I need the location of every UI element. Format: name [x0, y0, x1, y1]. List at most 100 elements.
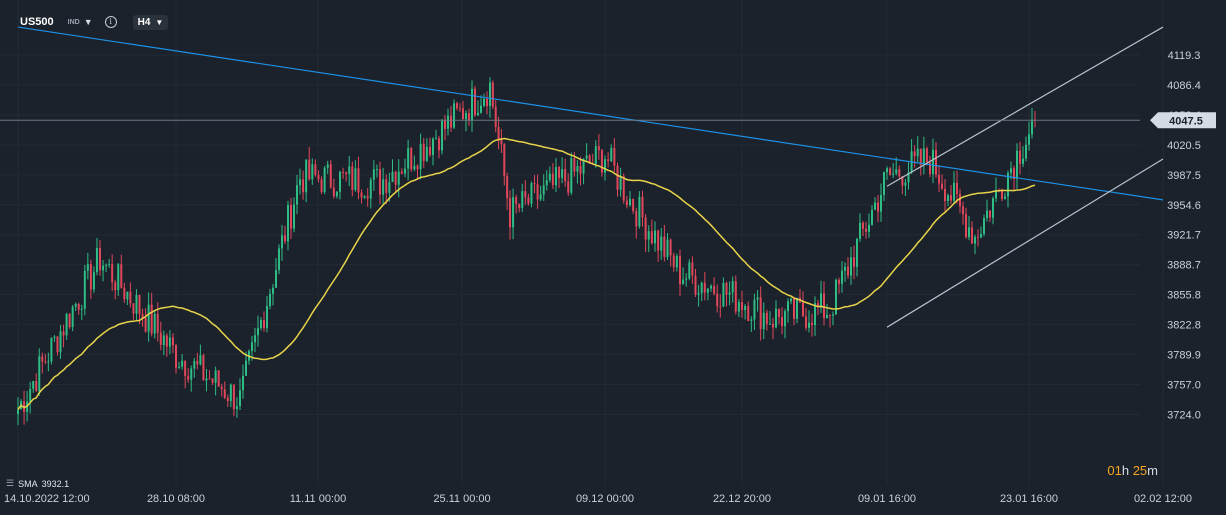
candle-body	[1031, 119, 1033, 135]
candle-body	[450, 115, 452, 128]
candles-layer	[17, 77, 1036, 426]
candle-body	[922, 148, 925, 165]
candle-body	[138, 294, 141, 315]
candle-body	[576, 166, 579, 172]
candle-body	[965, 214, 967, 238]
candle-body	[796, 297, 798, 319]
candle-body	[159, 332, 162, 346]
candle-body	[453, 103, 455, 128]
timeframe-selector[interactable]: H4 ▼	[132, 14, 169, 30]
candle-body	[269, 293, 271, 307]
candle-body	[117, 264, 120, 291]
candle-body	[126, 291, 129, 300]
candle-body	[441, 120, 443, 151]
drawings-layer[interactable]	[0, 26, 1164, 328]
candle-body	[889, 168, 892, 175]
candle-body	[503, 144, 506, 177]
candle-body	[491, 82, 494, 107]
candle-body	[105, 264, 108, 266]
candle-body	[388, 182, 391, 193]
candle-body	[594, 146, 597, 165]
time-axis[interactable]: 14.10.2022 12:00 28.10 08:00 11.11 00:00 25…	[4, 493, 1192, 505]
price-tick-label: 3888.7	[1167, 260, 1201, 272]
candle-body	[619, 176, 622, 190]
time-tick-label: 09.12 00:00	[576, 493, 634, 505]
candle-body	[877, 202, 879, 212]
candle-body	[229, 384, 232, 401]
candle-body	[938, 174, 940, 184]
candle-body	[784, 311, 786, 327]
candle-body	[102, 265, 105, 271]
candle-body	[468, 113, 470, 121]
candle-body	[663, 236, 666, 257]
candle-body	[986, 210, 988, 219]
countdown-h: h	[1121, 463, 1130, 478]
candle-body	[272, 287, 274, 294]
candle-body	[980, 234, 982, 238]
candle-body	[144, 317, 147, 332]
candle-body	[995, 189, 997, 199]
candle-body	[913, 151, 916, 157]
candle-body	[644, 217, 647, 240]
candle-body	[886, 168, 888, 173]
candle-body	[817, 303, 819, 308]
candle-body	[616, 165, 619, 190]
time-tick-label: 11.11 00:00	[290, 493, 346, 505]
trendline[interactable]	[17, 26, 1164, 201]
candle-body	[632, 198, 635, 212]
candle-body	[1028, 134, 1030, 145]
candle-body	[570, 158, 573, 193]
channel-lower-line[interactable]	[886, 158, 1164, 328]
time-tick-label: 25.11 00:00	[433, 493, 490, 505]
price-tick-label: 3724.0	[1167, 410, 1201, 422]
candle-body	[35, 381, 38, 392]
chevron-down-icon: ▼	[155, 17, 164, 27]
candle-body	[400, 171, 403, 174]
candle-body	[416, 165, 419, 170]
candle-body	[582, 158, 585, 174]
candle-body	[254, 335, 256, 343]
candle-body	[992, 198, 994, 218]
current-price-tag	[1150, 112, 1216, 129]
time-tick-label: 02.02 12:00	[1134, 493, 1192, 505]
price-tick-label: 3921.7	[1167, 230, 1201, 242]
candle-body	[688, 262, 691, 279]
candle-body	[351, 166, 354, 190]
candle-body	[147, 304, 150, 332]
candle-body	[486, 98, 488, 107]
candle-body	[904, 182, 907, 186]
candle-body	[865, 228, 867, 232]
candle-body	[672, 255, 675, 268]
candle-body	[239, 390, 241, 407]
info-icon[interactable]: i	[104, 16, 117, 28]
candle-body	[263, 320, 265, 329]
price-axis[interactable]: 4119.34086.44053.44020.53987.53954.63921…	[1150, 50, 1216, 422]
candle-body	[682, 279, 685, 285]
channel-upper-line[interactable]	[886, 26, 1164, 187]
candle-body	[947, 195, 949, 202]
candle-body	[657, 230, 660, 251]
candle-body	[65, 313, 68, 336]
candle-body	[536, 184, 539, 200]
candle-body	[184, 360, 187, 376]
indicator-icon: ☰	[6, 478, 15, 488]
sma-legend[interactable]: ☰ SMA 3932.1	[6, 478, 69, 489]
symbol-label[interactable]: US500	[20, 16, 54, 28]
countdown-hours: 01	[1107, 463, 1122, 478]
countdown-m: m	[1147, 463, 1158, 478]
time-tick-label: 22.12 20:00	[713, 493, 771, 505]
timeframe-label: H4	[137, 16, 151, 28]
candle-body	[375, 169, 378, 171]
candle-body	[802, 302, 804, 317]
candle-body	[62, 331, 65, 336]
candle-body	[422, 143, 425, 161]
candle-body	[168, 337, 171, 347]
symbol-dropdown-icon[interactable]: ▼	[83, 17, 93, 27]
candle-body	[193, 360, 196, 369]
chart-grid	[0, 0, 1163, 485]
candle-body	[762, 312, 765, 330]
candle-body	[394, 171, 397, 185]
candle-body	[744, 305, 747, 311]
candle-body	[293, 204, 295, 229]
